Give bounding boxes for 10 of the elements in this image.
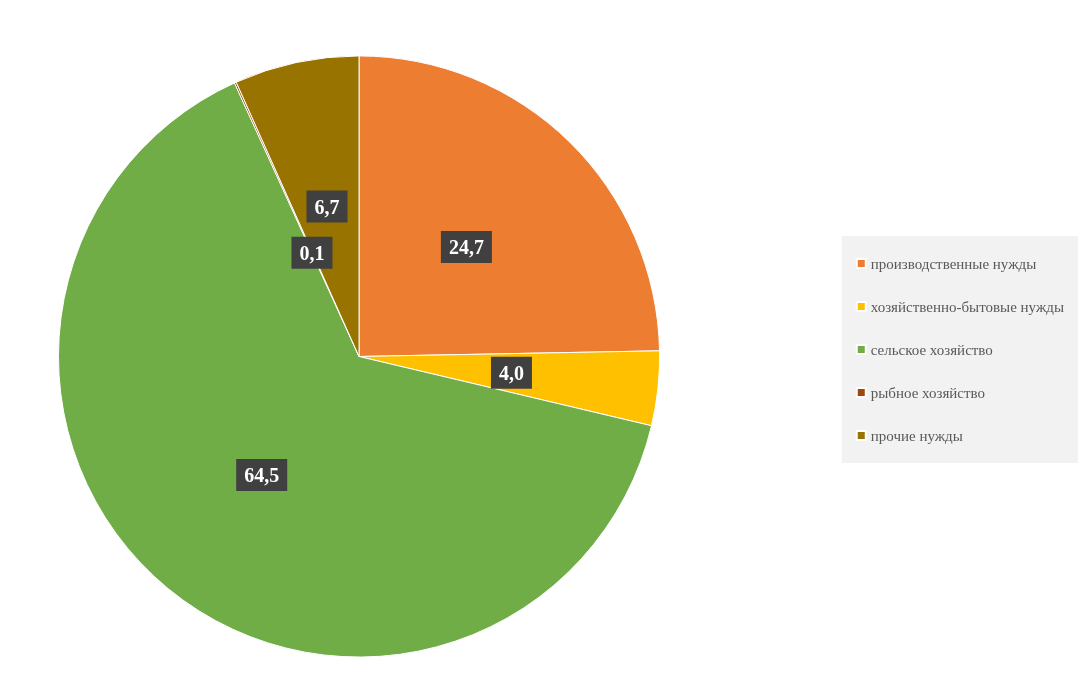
legend-label: хозяйственно-бытовые нужды bbox=[870, 298, 1065, 315]
data-label: 24,7 bbox=[448, 236, 484, 259]
legend-label: прочие нужды bbox=[870, 427, 963, 444]
data-label: 6,7 bbox=[314, 195, 340, 218]
legend-label: производственные нужды bbox=[870, 255, 1037, 272]
legend-label: рыбное хозяйство bbox=[870, 384, 986, 401]
legend-label: сельское хозяйство bbox=[870, 341, 993, 358]
data-label: 4,0 bbox=[498, 361, 524, 384]
data-label: 64,5 bbox=[244, 463, 280, 486]
data-label: 0,1 bbox=[299, 241, 325, 264]
